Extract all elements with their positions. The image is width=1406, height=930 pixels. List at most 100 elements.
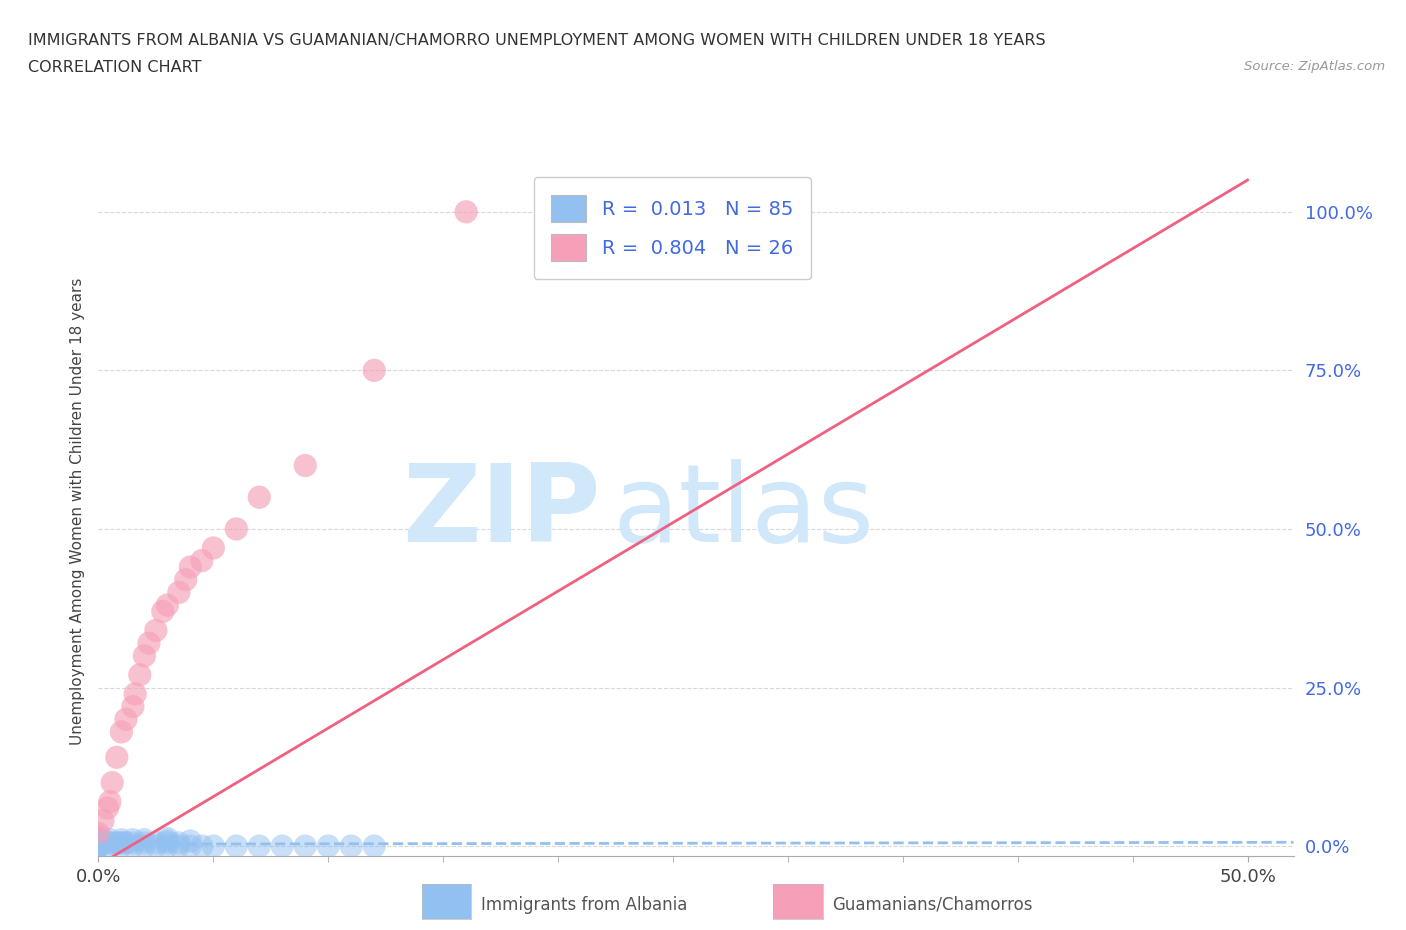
Point <box>134 832 156 847</box>
Point <box>122 832 145 847</box>
Point <box>98 832 121 847</box>
Point <box>316 839 339 854</box>
Point <box>87 839 110 854</box>
Point <box>145 623 167 638</box>
Point <box>87 839 110 854</box>
Point <box>87 835 110 850</box>
Point <box>87 839 110 854</box>
Point <box>167 839 190 854</box>
Point <box>98 839 121 854</box>
Point <box>87 839 110 854</box>
Point <box>97 801 120 816</box>
Point <box>167 585 190 600</box>
Point <box>87 826 110 841</box>
Point <box>134 648 156 663</box>
Point <box>105 750 128 764</box>
Text: ZIP: ZIP <box>402 458 600 565</box>
Point <box>456 205 478 219</box>
Point <box>134 835 156 850</box>
Point <box>191 553 214 568</box>
Point <box>110 724 132 739</box>
Point <box>122 699 145 714</box>
Point <box>98 794 121 809</box>
Point <box>128 668 150 683</box>
Point <box>87 833 110 848</box>
Point <box>202 839 225 854</box>
Point <box>363 839 385 854</box>
Point <box>167 835 190 850</box>
Point <box>98 835 121 850</box>
Point <box>179 833 201 848</box>
Point <box>87 839 110 854</box>
Point <box>110 839 132 854</box>
Point <box>145 839 167 854</box>
Point <box>294 839 316 854</box>
Point <box>115 711 138 726</box>
Point <box>363 363 385 378</box>
Point <box>87 831 110 846</box>
Point <box>87 839 110 854</box>
Point <box>87 839 110 854</box>
Point <box>87 839 110 854</box>
Point <box>87 839 110 854</box>
Text: Source: ZipAtlas.com: Source: ZipAtlas.com <box>1244 60 1385 73</box>
Point <box>87 839 110 854</box>
Point <box>87 839 110 854</box>
Point <box>87 839 110 854</box>
Point <box>87 839 110 854</box>
Point <box>87 839 110 854</box>
Point <box>138 636 160 651</box>
Text: Immigrants from Albania: Immigrants from Albania <box>481 896 688 914</box>
Point <box>122 835 145 850</box>
Point <box>87 839 110 854</box>
Point <box>87 839 110 854</box>
Point <box>87 839 110 854</box>
Point <box>87 839 110 854</box>
Point <box>179 839 201 854</box>
Point <box>225 522 247 537</box>
Point <box>122 839 145 854</box>
Point <box>179 560 201 575</box>
Point <box>87 839 110 854</box>
Point <box>87 835 110 850</box>
Point <box>87 839 110 854</box>
Point <box>134 839 156 854</box>
Text: CORRELATION CHART: CORRELATION CHART <box>28 60 201 75</box>
Point <box>87 832 110 847</box>
Point <box>87 839 110 854</box>
Point <box>87 839 110 854</box>
Point <box>156 833 179 848</box>
Y-axis label: Unemployment Among Women with Children Under 18 years: Unemployment Among Women with Children U… <box>69 278 84 745</box>
Point <box>156 839 179 854</box>
Point <box>110 835 132 850</box>
Point <box>87 839 110 854</box>
Point <box>87 832 110 847</box>
Point <box>87 839 110 854</box>
Point <box>87 839 110 854</box>
Point <box>87 839 110 854</box>
Point <box>91 813 114 828</box>
Point <box>87 839 110 854</box>
Point <box>87 839 110 854</box>
Point <box>87 839 110 854</box>
Point <box>110 835 132 850</box>
Point <box>110 832 132 847</box>
Point <box>87 839 110 854</box>
Point <box>87 839 110 854</box>
Point <box>174 572 197 587</box>
Point <box>87 839 110 854</box>
Point <box>101 776 124 790</box>
Point <box>202 540 225 555</box>
Point <box>87 835 110 850</box>
Point <box>115 835 138 850</box>
Point <box>247 490 270 505</box>
Point <box>87 832 110 847</box>
Point <box>87 835 110 850</box>
Point <box>156 831 179 846</box>
Point <box>225 839 247 854</box>
Point <box>87 839 110 854</box>
Point <box>105 835 128 850</box>
Text: Guamanians/Chamorros: Guamanians/Chamorros <box>832 896 1033 914</box>
Text: IMMIGRANTS FROM ALBANIA VS GUAMANIAN/CHAMORRO UNEMPLOYMENT AMONG WOMEN WITH CHIL: IMMIGRANTS FROM ALBANIA VS GUAMANIAN/CHA… <box>28 33 1046 47</box>
Point <box>340 839 363 854</box>
